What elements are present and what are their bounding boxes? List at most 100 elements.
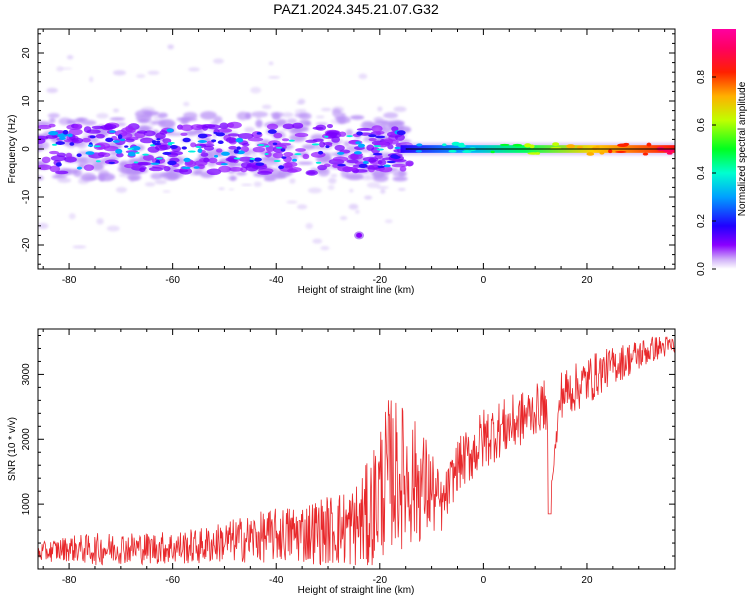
spectrogram-band-blob	[263, 174, 273, 179]
spectrogram-band-blob	[260, 156, 275, 161]
spectrogram-strong-blob	[362, 160, 369, 164]
spectrogram-strong-blob	[278, 165, 285, 170]
spectrogram-core-blob	[366, 144, 375, 151]
spectrogram-faint-blob	[299, 109, 307, 114]
spectrogram-band-blob	[74, 118, 85, 123]
spectrogram-xtick-label: 20	[581, 275, 593, 286]
spectrogram-band-blob	[78, 158, 88, 167]
spectrogram-band-blob	[392, 170, 407, 178]
spectrogram-core-blob	[86, 129, 101, 134]
spectrogram-core-blob	[137, 161, 152, 166]
spectrogram-core-blob	[326, 130, 340, 135]
spectrogram-faint-blob	[228, 188, 235, 191]
spectrogram-band-blob	[392, 176, 408, 182]
spectrogram-strong-blob	[386, 160, 396, 164]
spectrogram-ytick-label: -10	[21, 189, 32, 204]
spectrogram-core-blob	[272, 152, 284, 159]
spectrogram-core-blob	[334, 144, 345, 151]
spectrogram-peak-blob	[264, 152, 269, 155]
spectrogram-strong-blob	[156, 138, 161, 141]
spectrogram-strong-blob	[183, 157, 191, 163]
spectrogram-faint-blob	[183, 101, 190, 107]
spectrogram-band-blob	[180, 118, 189, 125]
spectrogram-core-blob	[266, 123, 279, 130]
spectrogram-strong-blob	[394, 146, 402, 150]
spectrogram-peak-blob	[95, 160, 101, 163]
spectrogram-core-blob	[237, 133, 254, 140]
spectrogram-band-blob	[151, 120, 167, 125]
spectrogram-ridge-blob	[642, 152, 649, 156]
spectrogram-core-blob	[155, 144, 168, 151]
spectrogram-core-blob	[98, 152, 107, 156]
spectrogram-strong-blob	[211, 139, 217, 143]
spectrogram-core-blob	[208, 157, 218, 164]
spectrogram-strong-blob	[325, 145, 330, 149]
spectrogram-faint-blob	[136, 74, 146, 79]
spectrogram-faint-blob	[376, 186, 390, 189]
spectrogram-core-blob	[125, 125, 134, 133]
spectrogram-band-blob	[235, 171, 247, 176]
snr-ytick-label: 1000	[21, 493, 32, 516]
spectrogram-strong-blob	[256, 131, 262, 135]
spectrogram-strong-blob	[383, 164, 391, 168]
spectrogram-core-blob	[323, 163, 331, 168]
spectrogram-faint-blob	[281, 112, 294, 118]
spectrogram-ridge-blob	[451, 141, 461, 146]
spectrogram-strong-blob	[55, 141, 66, 145]
spectrogram-ridge-blob	[512, 143, 523, 147]
spectrogram-isolated-core	[356, 232, 363, 238]
spectrogram-core-blob	[148, 166, 164, 172]
spectrogram-core-blob	[190, 142, 197, 148]
spectrogram-core-blob	[65, 152, 73, 159]
spectrogram-faint-blob	[286, 200, 298, 204]
spectrogram-strong-blob	[377, 165, 385, 169]
spectrogram-ridge-blob	[599, 151, 605, 155]
spectrogram-core-blob	[41, 156, 51, 164]
spectrogram-core-blob	[281, 138, 290, 142]
spectrogram-core-blob	[302, 153, 310, 160]
spectrogram-band-blob	[332, 108, 342, 118]
spectrogram-band-blob	[350, 115, 365, 120]
spectrogram-core-blob	[399, 166, 407, 172]
spectrogram-band-blob	[381, 121, 394, 127]
chart-title: PAZ1.2024.345.21.07.G32	[273, 1, 439, 17]
spectrogram-core-blob	[252, 146, 266, 153]
spectrogram-core-blob	[319, 141, 326, 148]
spectrogram-peak-blob	[275, 146, 283, 149]
spectrogram-faint-blob	[72, 245, 87, 249]
spectrogram-faint-blob	[212, 133, 217, 139]
spectrogram-faint-blob	[355, 209, 360, 214]
spectrogram-faint-blob	[250, 153, 258, 158]
spectrogram-faint-blob	[297, 98, 306, 105]
spectrogram-core-blob	[95, 134, 105, 139]
spectrogram-faint-blob	[115, 186, 128, 193]
spectrogram-core-blob	[103, 123, 117, 130]
spectrogram-core-blob	[48, 150, 60, 155]
spectrogram-core-blob	[391, 163, 408, 168]
spectrogram-strong-blob	[76, 153, 82, 158]
spectrogram-strong-blob	[155, 140, 161, 143]
spectrogram-band-blob	[272, 113, 281, 121]
spectrogram-faint-blob	[56, 66, 64, 72]
spectrogram-ytick-label: 10	[21, 95, 32, 107]
spectrogram-strong-blob	[375, 135, 386, 139]
spectrogram-ridge-blob	[592, 146, 598, 151]
spectrogram-strong-blob	[197, 133, 208, 139]
spectrogram-strong-blob	[108, 161, 115, 164]
spectrogram-peak-blob	[142, 153, 149, 156]
colorbar-tick-label: 0.2	[696, 214, 707, 228]
spectrogram-faint-blob	[188, 67, 200, 72]
spectrogram-strong-blob	[368, 134, 377, 138]
spectrogram-strong-blob	[267, 129, 277, 134]
spectrogram-faint-blob	[46, 87, 58, 94]
spectrogram-faint-blob	[96, 113, 109, 119]
spectrogram-ridge-blob	[566, 144, 576, 149]
spectrogram-core-blob	[305, 139, 318, 143]
snr-series-line	[38, 336, 675, 566]
spectrogram-strong-blob	[390, 154, 399, 159]
spectrogram-ridge-blob	[416, 143, 423, 147]
spectrogram-faint-blob	[267, 76, 281, 79]
spectrogram-faint-blob	[360, 175, 375, 181]
spectrogram-band-blob	[127, 173, 142, 181]
spectrogram-peak-blob	[294, 153, 302, 156]
